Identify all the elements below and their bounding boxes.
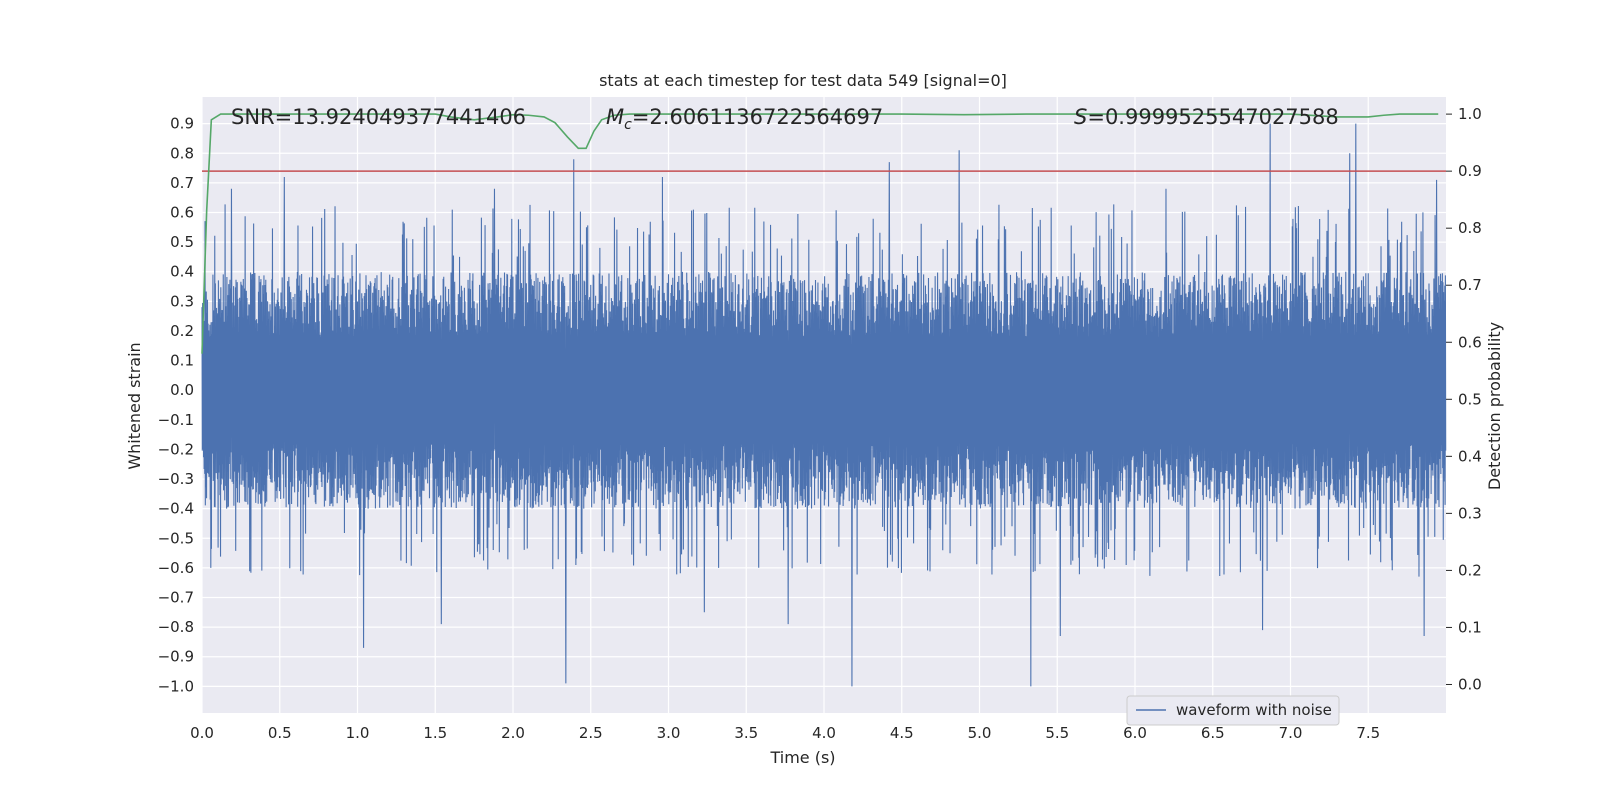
series-detection-probability <box>201 113 1439 354</box>
y-left-tick-label: 0.8 <box>170 144 194 162</box>
y-left-tick-label: 0.2 <box>170 322 194 340</box>
y-right-tick-label: 0.0 <box>1458 675 1482 693</box>
y-left-tick-label: 0.1 <box>170 352 194 370</box>
y-left-tick-label: 0.0 <box>170 381 194 399</box>
x-tick-label: 7.5 <box>1356 724 1380 742</box>
y-left-tick-label: −0.9 <box>158 648 194 666</box>
y-right-tick-label: 1.0 <box>1458 105 1482 123</box>
y-axis-right-ticks: 1.0 0.9 0.8 0.7 0.6 0.5 0.4 0.3 0.2 0.1 0.0 <box>1446 105 1482 693</box>
y-axis-left-label: Whitened strain <box>125 342 144 469</box>
annotation-snr: SNR=13.924049377441406 <box>231 105 526 129</box>
y-left-tick-label: 0.6 <box>170 204 194 222</box>
legend: waveform with noise <box>1126 695 1340 726</box>
y-right-tick-label: 0.9 <box>1458 162 1482 180</box>
y-left-tick-label: 0.5 <box>170 233 194 251</box>
series-waveform-with-noise <box>201 123 1447 687</box>
x-tick-label: 1.0 <box>346 724 370 742</box>
y-left-tick-label: −0.1 <box>158 411 194 429</box>
y-axis-right-label: Detection probability <box>1485 322 1504 490</box>
x-tick-label: 5.5 <box>1045 724 1069 742</box>
x-tick-label: 1.5 <box>423 724 447 742</box>
x-tick-label: 7.0 <box>1279 724 1303 742</box>
x-tick-label: 4.5 <box>890 724 914 742</box>
y-right-tick-label: 0.3 <box>1458 504 1482 522</box>
annotation-s: S=0.9999525547027588 <box>1074 105 1339 129</box>
y-right-tick-label: 0.8 <box>1458 219 1482 237</box>
x-tick-label: 0.5 <box>268 724 292 742</box>
x-tick-label: 3.5 <box>734 724 758 742</box>
legend-label-waveform: waveform with noise <box>1176 701 1332 719</box>
y-right-tick-label: 0.7 <box>1458 276 1482 294</box>
y-left-tick-label: −0.5 <box>158 529 194 547</box>
x-tick-label: 2.0 <box>501 724 525 742</box>
y-left-tick-label: −0.4 <box>158 500 194 518</box>
y-right-tick-label: 0.2 <box>1458 561 1482 579</box>
y-left-tick-label: 0.4 <box>170 263 194 281</box>
y-right-tick-label: 0.1 <box>1458 618 1482 636</box>
y-left-tick-label: −1.0 <box>158 677 194 695</box>
x-axis-label: Time (s) <box>769 748 835 767</box>
x-tick-label: 0.0 <box>190 724 214 742</box>
y-left-tick-label: −0.3 <box>158 470 194 488</box>
x-tick-label: 6.0 <box>1123 724 1147 742</box>
y-left-tick-label: 0.3 <box>170 292 194 310</box>
y-left-tick-label: −0.8 <box>158 618 194 636</box>
x-tick-label: 3.0 <box>657 724 681 742</box>
y-left-tick-label: 0.9 <box>170 115 194 133</box>
y-right-tick-label: 0.5 <box>1458 390 1482 408</box>
x-axis-ticks: 0.0 0.5 1.0 1.5 2.0 2.5 3.0 3.5 4.0 4.5 5.0 5.5 6.0 6… <box>190 724 1380 742</box>
y-axis-left-ticks: 0.9 0.8 0.7 0.6 0.5 0.4 0.3 0.2 0.1 0.0 −0.1 −0.2 −0… <box>158 115 194 696</box>
legend-box <box>1126 695 1340 726</box>
chart-title: stats at each timestep for test data 549… <box>599 71 1007 90</box>
y-left-tick-label: −0.6 <box>158 559 194 577</box>
x-tick-label: 6.5 <box>1201 724 1225 742</box>
annotation-chirp-mass: Mc=2.6061136722564697 <box>606 105 883 133</box>
y-left-tick-label: −0.2 <box>158 440 194 458</box>
y-left-tick-label: 0.7 <box>170 174 194 192</box>
x-tick-label: 4.0 <box>812 724 836 742</box>
y-left-tick-label: −0.7 <box>158 589 194 607</box>
y-right-tick-label: 0.6 <box>1458 333 1482 351</box>
x-tick-label: 5.0 <box>968 724 992 742</box>
x-tick-label: 2.5 <box>579 724 603 742</box>
y-right-tick-label: 0.4 <box>1458 447 1482 465</box>
